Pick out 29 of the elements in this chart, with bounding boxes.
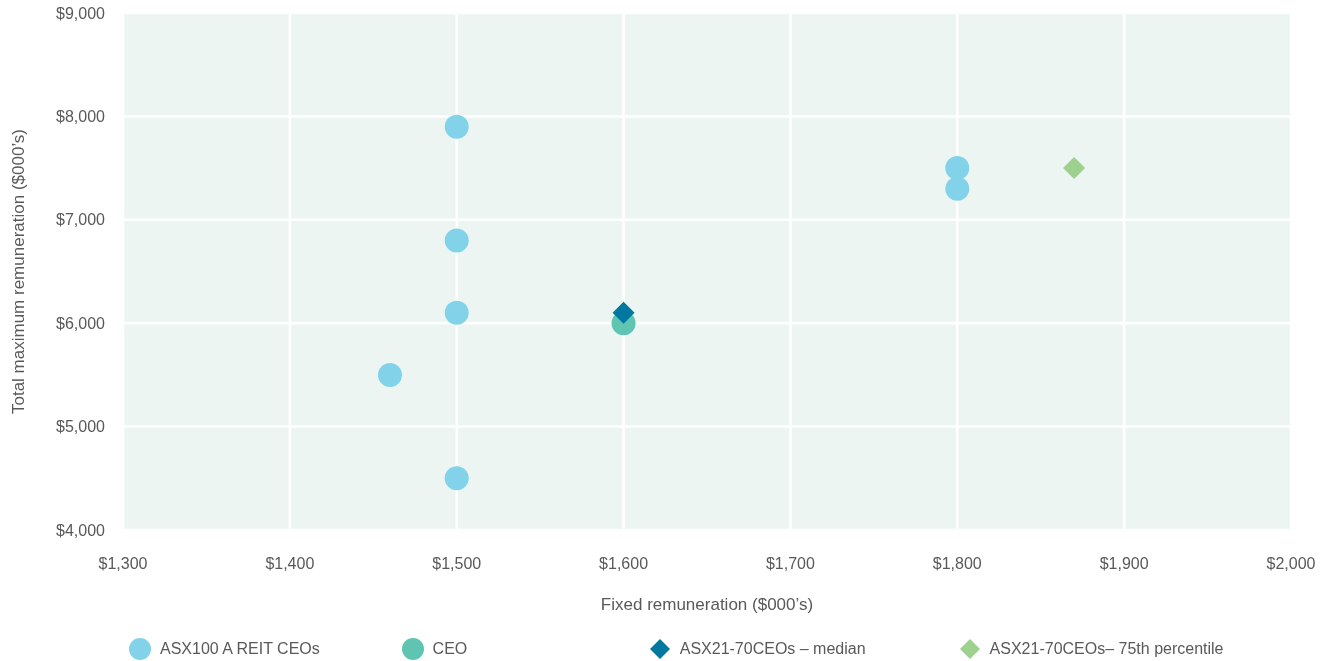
y-tick-label: $7,000: [56, 211, 106, 229]
legend-label: ASX100 A REIT CEOs: [160, 640, 320, 658]
y-tick-label: $6,000: [56, 314, 106, 332]
x-tick-label: $2,000: [1266, 555, 1316, 573]
x-tick-label: $1,700: [765, 555, 815, 573]
point: [945, 156, 970, 181]
y-tick-label: $8,000: [56, 108, 106, 126]
y-axis-title: Total maximum remuneration ($000’s): [8, 128, 28, 415]
x-tick-label: $1,600: [599, 555, 649, 573]
point: [945, 176, 970, 201]
point: [1063, 157, 1086, 180]
y-tick-label: $9,000: [56, 4, 106, 22]
x-tick-label: $1,800: [932, 555, 982, 573]
y-tick-label: $4,000: [56, 521, 106, 539]
x-tick-label: $1,900: [1099, 555, 1149, 573]
x-tick-label: $1,400: [265, 555, 315, 573]
point: [377, 362, 402, 387]
legend-label: ASX21-70CEOs– 75th percentile: [989, 640, 1224, 658]
point: [444, 228, 469, 253]
y-tick-label: $5,000: [56, 418, 106, 436]
point: [444, 114, 469, 139]
point: [444, 300, 469, 325]
point: [444, 466, 469, 491]
x-tick-label: $1,300: [98, 555, 148, 573]
legend-label: CEO: [432, 640, 468, 658]
x-axis-title: Fixed remuneration ($000’s): [600, 594, 814, 614]
point: [612, 301, 635, 324]
legend-label: ASX21-70CEOs – median: [679, 640, 866, 658]
x-tick-label: $1,500: [432, 555, 482, 573]
